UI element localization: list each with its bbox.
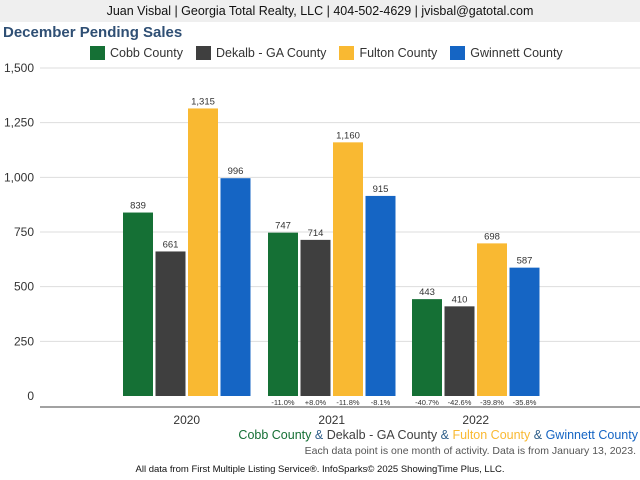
bar — [220, 178, 251, 396]
contact-bar: Juan Visbal | Georgia Total Realty, LLC … — [0, 0, 640, 22]
bar-value-label: 1,160 — [336, 130, 360, 141]
bar — [188, 108, 218, 396]
bar — [365, 195, 396, 396]
bar-value-label: 714 — [308, 228, 324, 239]
bar — [444, 306, 475, 396]
x-tick-label: 2021 — [318, 413, 345, 427]
bar-value-label: 443 — [419, 287, 435, 298]
chart-legend: Cobb County Dekalb - GA County Fulton Coun… — [90, 45, 576, 61]
bar — [412, 299, 442, 396]
bar-change-label: -11.8% — [336, 398, 360, 407]
legend-item: Gwinnett County — [450, 46, 563, 60]
footer-series-part: Cobb County — [238, 428, 312, 442]
legend-label: Dekalb - GA County — [215, 46, 327, 60]
bar — [268, 232, 298, 396]
legend-swatch — [450, 46, 466, 60]
y-tick-label: 1,500 — [4, 61, 34, 75]
bar-value-label: 587 — [517, 256, 533, 267]
data-credit: All data from First Multiple Listing Ser… — [135, 464, 505, 475]
footer-series-part: & — [311, 428, 327, 442]
bar-value-label: 915 — [373, 184, 389, 195]
bar-change-label: -35.8% — [513, 398, 537, 407]
y-tick-label: 750 — [14, 225, 34, 239]
bar-value-label: 698 — [484, 231, 500, 242]
y-tick-label: 500 — [14, 280, 34, 294]
y-tick-label: 250 — [14, 334, 34, 348]
footer-series-part: Fulton County — [452, 428, 531, 442]
y-tick-label: 1,250 — [4, 116, 34, 130]
legend-swatch — [339, 46, 355, 60]
bar-change-label: -11.0% — [271, 398, 295, 407]
bar — [477, 243, 507, 396]
bar-change-label: +8.0% — [305, 398, 327, 407]
x-tick-label: 2020 — [173, 413, 200, 427]
y-tick-label: 1,000 — [4, 170, 34, 184]
x-tick-label: 2022 — [462, 413, 489, 427]
bar-change-label: -40.7% — [415, 398, 439, 407]
bar — [509, 267, 540, 396]
legend-label: Gwinnett County — [470, 46, 563, 60]
bar-value-label: 1,315 — [191, 96, 215, 107]
footer-series-part: & — [530, 428, 546, 442]
legend-label: Fulton County — [359, 46, 438, 60]
footer-series-part: Dekalb - GA County — [326, 428, 438, 442]
legend-swatch — [195, 46, 211, 60]
bar — [333, 142, 363, 396]
chart-title: December Pending Sales — [3, 24, 183, 41]
bar-value-label: 839 — [130, 201, 146, 212]
bar-change-label: -8.1% — [371, 398, 391, 407]
legend-item: Fulton County — [339, 46, 437, 60]
footer-series-line: Cobb County & Dekalb - GA County & Fulto… — [238, 428, 638, 442]
bar-value-label: 747 — [275, 221, 291, 232]
contact-text: Juan Visbal | Georgia Total Realty, LLC … — [106, 4, 534, 18]
legend-item: Cobb County — [90, 46, 183, 60]
bar-change-label: -39.8% — [480, 398, 504, 407]
bar — [155, 251, 186, 396]
bar — [300, 239, 331, 396]
bar-change-label: -42.6% — [448, 398, 472, 407]
footer-series-part: Gwinnett County — [545, 428, 638, 442]
bar-value-label: 410 — [452, 294, 468, 305]
bar — [123, 212, 153, 396]
bar-value-label: 661 — [163, 239, 179, 250]
legend-item: Dekalb - GA County — [195, 46, 327, 60]
legend-swatch — [90, 46, 105, 60]
legend-label: Cobb County — [110, 46, 183, 60]
y-tick-label: 0 — [27, 389, 34, 403]
bar-value-label: 996 — [228, 166, 244, 177]
footer-note: Each data point is one month of activity… — [304, 445, 636, 457]
footer-series-part: & — [437, 428, 453, 442]
